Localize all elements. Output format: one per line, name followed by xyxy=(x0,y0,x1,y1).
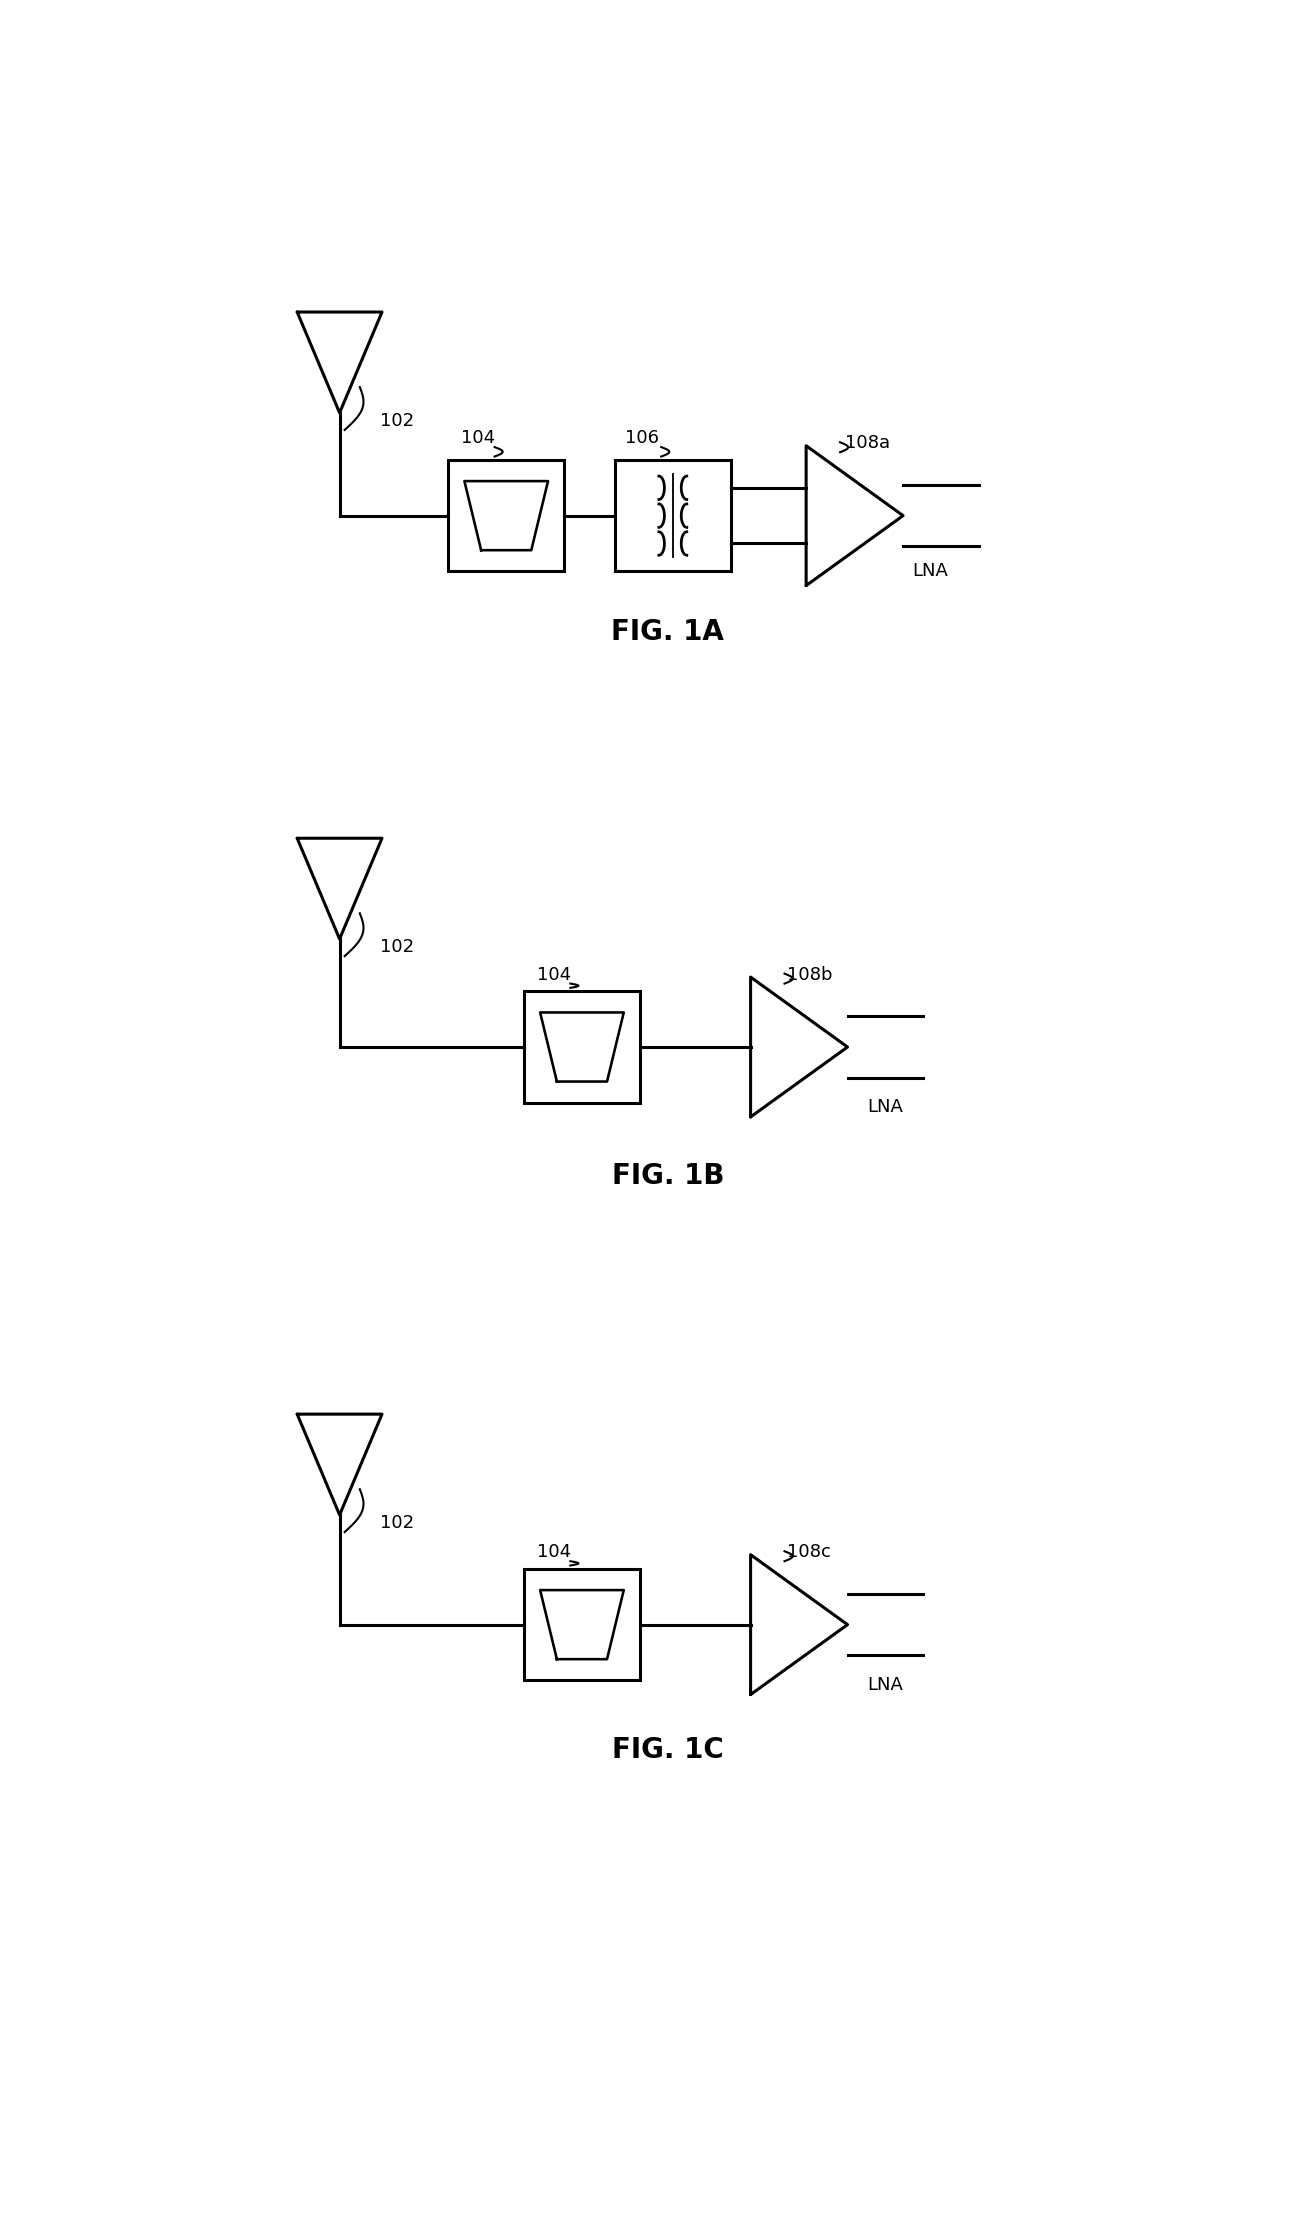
Text: 108a: 108a xyxy=(844,434,890,452)
Text: FIG. 1A: FIG. 1A xyxy=(611,619,724,646)
Text: LNA: LNA xyxy=(866,1676,903,1694)
Text: 102: 102 xyxy=(380,937,414,957)
Text: FIG. 1C: FIG. 1C xyxy=(612,1736,723,1763)
Text: 102: 102 xyxy=(380,1514,414,1531)
Text: FIG. 1B: FIG. 1B xyxy=(611,1162,724,1191)
Text: 106: 106 xyxy=(625,430,659,447)
Text: 104: 104 xyxy=(461,430,495,447)
Text: 104: 104 xyxy=(537,966,571,984)
Text: LNA: LNA xyxy=(912,561,949,581)
Text: 104: 104 xyxy=(537,1543,571,1560)
Bar xyxy=(615,461,731,572)
Text: 102: 102 xyxy=(380,412,414,430)
Text: 108c: 108c xyxy=(787,1543,831,1560)
Bar xyxy=(524,1569,640,1681)
Text: 108b: 108b xyxy=(787,966,833,984)
Bar xyxy=(448,461,564,572)
Text: LNA: LNA xyxy=(866,1097,903,1117)
Bar xyxy=(524,991,640,1102)
